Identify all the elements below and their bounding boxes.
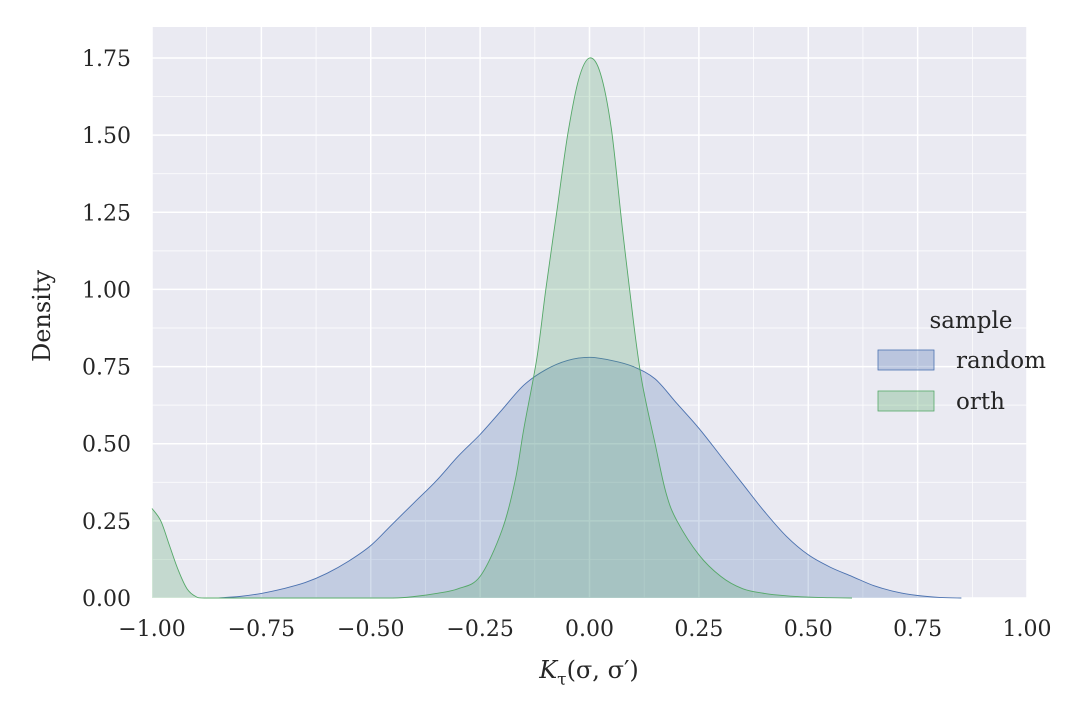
x-tick-label: 0.00: [565, 617, 614, 642]
x-tick-label: −0.25: [446, 617, 513, 642]
y-tick-label: 1.75: [82, 47, 131, 72]
x-tick-label: −0.50: [337, 617, 404, 642]
density-line-orth: [151, 57, 853, 599]
x-tick-labels: −1.00 −0.75 −0.50 −0.25 0.00 0.25 0.50 0.75 1.00: [118, 617, 1051, 642]
legend-swatch-random: [877, 349, 935, 371]
y-tick-label: 0.25: [82, 510, 131, 535]
x-tick-label: −0.75: [228, 617, 295, 642]
y-tick-label: 0.00: [82, 587, 131, 612]
y-tick-label: 1.00: [82, 278, 131, 303]
density-fill-random: [217, 357, 962, 598]
x-axis-label-subscript: τ: [557, 670, 566, 690]
y-tick-label: 0.50: [82, 433, 131, 458]
x-tick-label: 1.00: [1003, 617, 1052, 642]
legend-swatch-orth: [877, 390, 935, 412]
x-axis-label: Kτ(σ, σ′): [538, 656, 639, 690]
density-line-random: [217, 356, 962, 599]
x-tick-label: 0.25: [674, 617, 723, 642]
x-axis-label-args: (σ, σ′): [567, 656, 639, 684]
x-tick-label: 0.75: [893, 617, 942, 642]
y-tick-label: 1.50: [82, 124, 131, 149]
grid-lines: [151, 19, 1028, 599]
y-axis-label: Density: [28, 270, 56, 363]
x-tick-label: 0.50: [784, 617, 833, 642]
x-axis-label-symbol: K: [538, 656, 559, 684]
y-tick-label: 1.25: [82, 201, 131, 226]
x-tick-label: −1.00: [118, 617, 185, 642]
legend: sample random orth: [877, 308, 1046, 415]
density-areas: [151, 57, 962, 599]
y-tick-labels: 0.00 0.25 0.50 0.75 1.00 1.25 1.50 1.75: [82, 47, 131, 612]
legend-title: sample: [929, 308, 1012, 334]
legend-label-random: random: [956, 348, 1046, 374]
y-tick-label: 0.75: [82, 356, 131, 381]
legend-label-orth: orth: [956, 389, 1005, 415]
